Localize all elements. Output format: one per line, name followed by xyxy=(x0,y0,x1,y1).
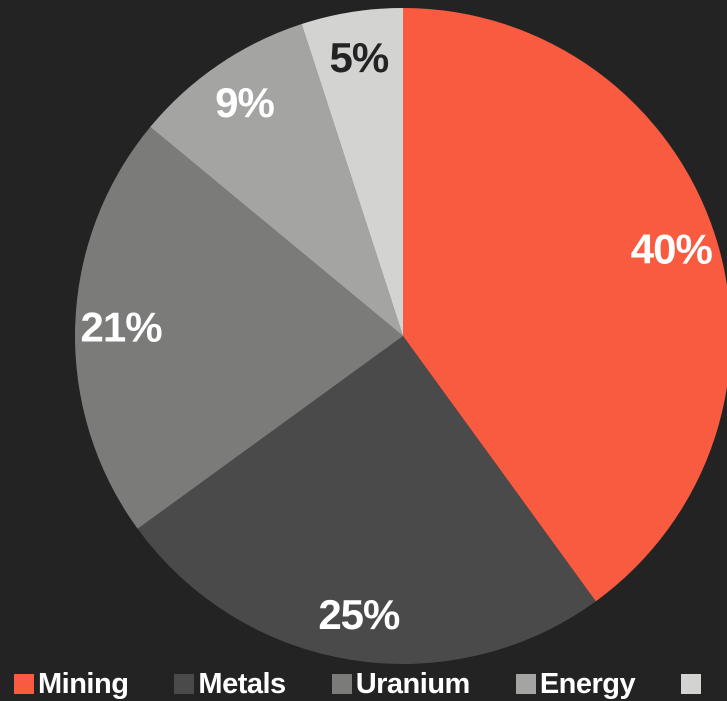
legend-swatch xyxy=(681,674,702,694)
pie-slice-unlabeled xyxy=(301,8,403,336)
legend-label: Metals xyxy=(198,667,286,700)
legend-item-unlabeled xyxy=(681,674,705,694)
legend-swatch xyxy=(174,674,195,694)
legend-swatch xyxy=(14,674,34,694)
slice-label-uranium: 21% xyxy=(81,304,163,351)
slice-label-energy: 9% xyxy=(215,79,274,126)
legend: Mining Metals Uranium Energy xyxy=(14,667,727,701)
pie-slice-metals xyxy=(137,336,596,664)
legend-item-mining: Mining xyxy=(14,667,129,701)
pie-slice-uranium xyxy=(74,126,403,529)
legend-swatch xyxy=(331,674,352,694)
legend-item-energy: Energy xyxy=(515,667,636,701)
legend-item-uranium: Uranium xyxy=(331,667,471,701)
slice-label-metals: 25% xyxy=(318,591,400,638)
slice-label-unlabeled: 5% xyxy=(330,34,389,81)
legend-label: Energy xyxy=(539,667,636,700)
pie-slice-energy xyxy=(150,24,403,336)
legend-label: Uranium xyxy=(355,667,471,700)
pie-slice-mining xyxy=(403,8,727,602)
legend-item-metals: Metals xyxy=(174,667,286,701)
legend-swatch xyxy=(515,674,536,694)
slice-label-mining: 40% xyxy=(631,225,713,272)
legend-label: Mining xyxy=(38,667,129,700)
